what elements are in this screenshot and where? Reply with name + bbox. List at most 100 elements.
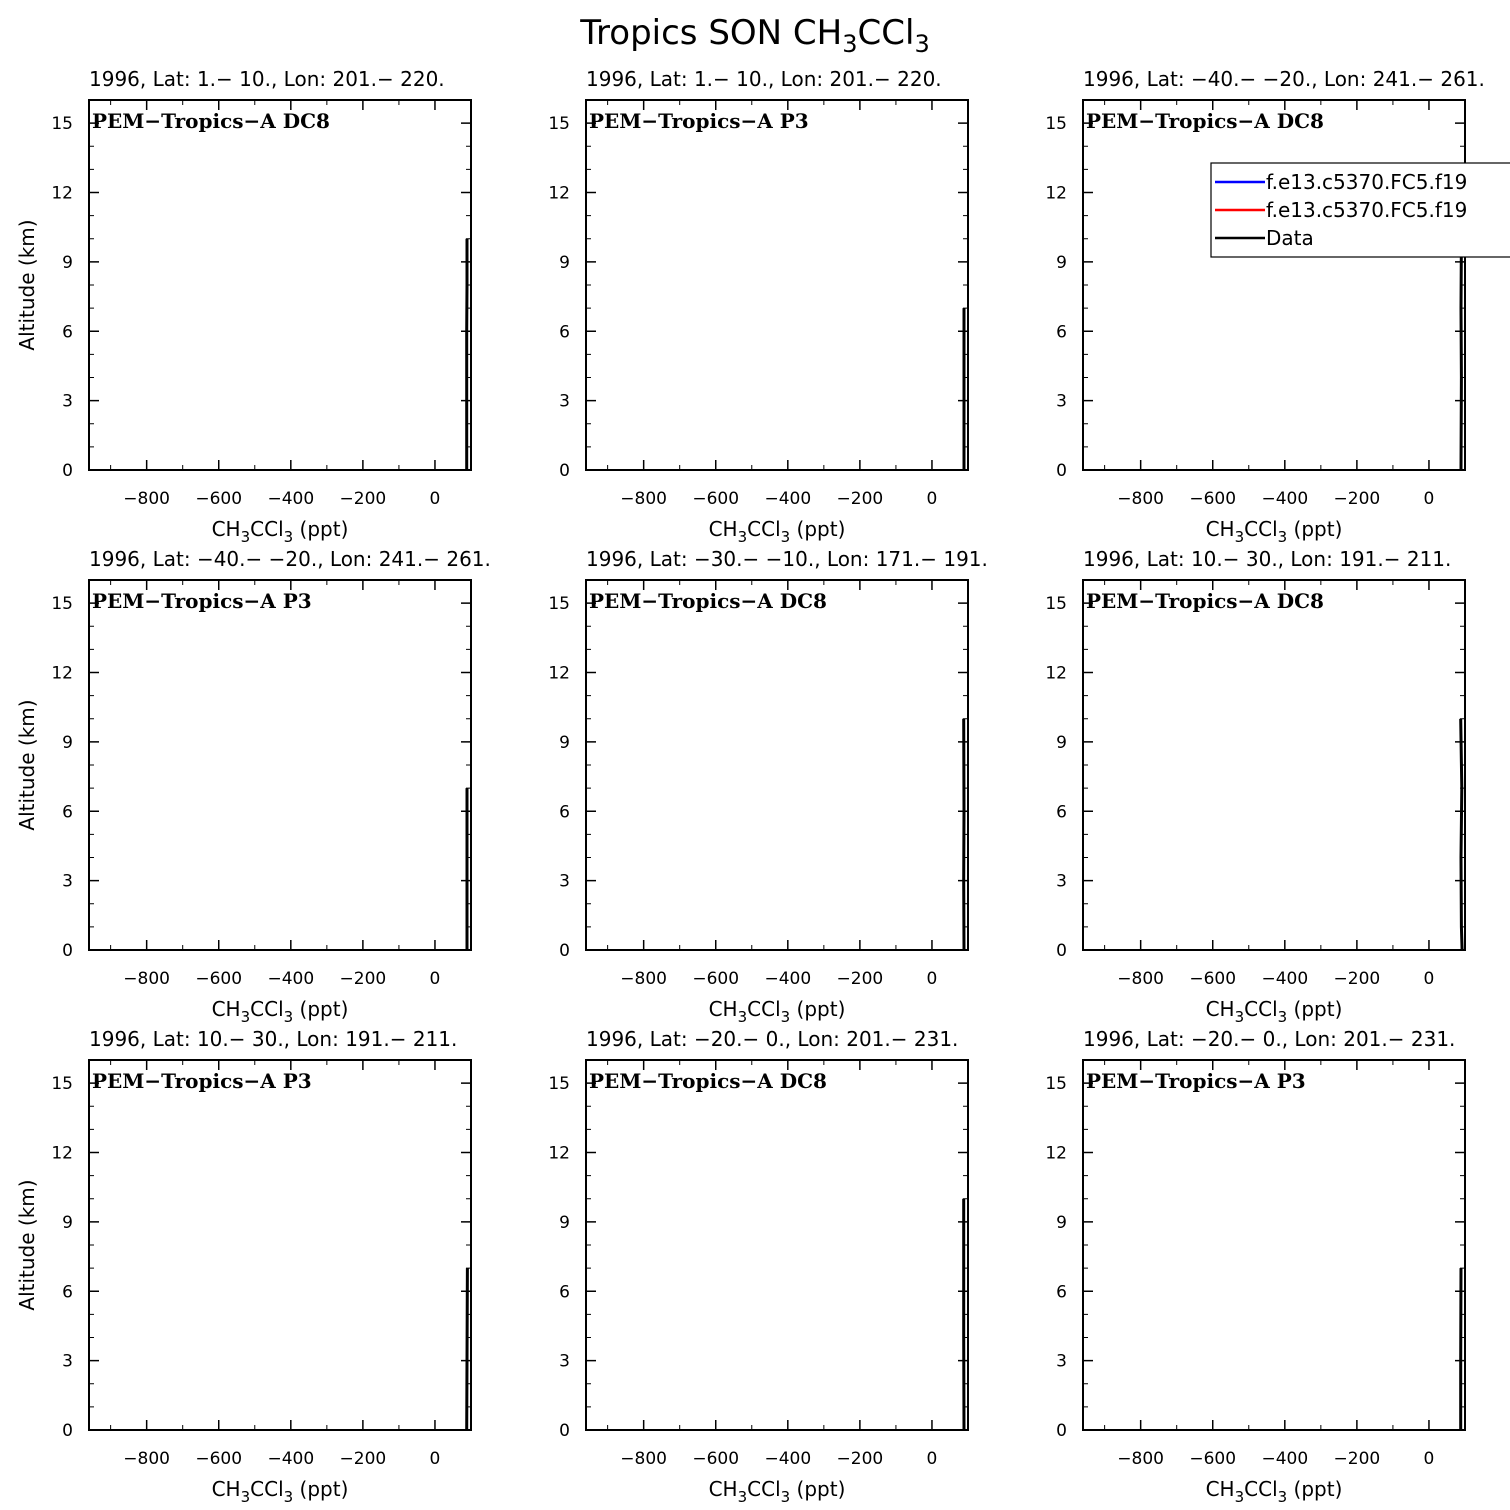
y-tick-label: 3 bbox=[1056, 872, 1067, 892]
x-tick-label: −200 bbox=[1334, 969, 1381, 989]
data-series-line bbox=[1459, 718, 1464, 951]
x-axis-label-subscript: 3 bbox=[241, 1488, 251, 1506]
x-axis-label-part: CH bbox=[212, 997, 241, 1021]
x-tick-label: 0 bbox=[927, 489, 938, 509]
y-tick-label: 12 bbox=[1045, 1144, 1067, 1164]
legend: f.e13.c5370.FC5.f19 f.e13.c5370.FC5.f19 Da… bbox=[1210, 162, 1510, 258]
x-tick-label: 0 bbox=[430, 969, 441, 989]
y-tick-label: 3 bbox=[1056, 392, 1067, 412]
x-axis-label-part: (ppt) bbox=[1287, 997, 1342, 1021]
y-tick-label: 12 bbox=[548, 664, 570, 684]
x-tick-label: 0 bbox=[1424, 1449, 1435, 1469]
x-axis-label-subscript: 3 bbox=[241, 528, 251, 546]
figure-title: Tropics SON CH3CCl3 bbox=[579, 13, 929, 58]
x-tick-label: −600 bbox=[1189, 969, 1236, 989]
x-tick-label: −400 bbox=[764, 489, 811, 509]
y-tick-label: 15 bbox=[548, 594, 570, 614]
y-tick-label: 6 bbox=[559, 322, 570, 342]
x-axis-label-subscript: 3 bbox=[284, 1008, 294, 1026]
x-axis-label: CH3CCl3 (ppt) bbox=[709, 997, 846, 1026]
x-tick-label: −400 bbox=[267, 489, 314, 509]
panel-title: 1996, Lat: 1.− 10., Lon: 201.− 220. bbox=[586, 67, 942, 91]
y-tick-label: 0 bbox=[62, 461, 73, 481]
x-axis-label-subscript: 3 bbox=[738, 1488, 748, 1506]
campaign-label: PEM−Tropics−A P3 bbox=[1086, 1069, 1306, 1093]
x-tick-label: −800 bbox=[620, 969, 667, 989]
x-axis-label-part: CH bbox=[1206, 517, 1235, 541]
panel-title: 1996, Lat: −40.− −20., Lon: 241.− 261. bbox=[89, 547, 491, 571]
x-axis-label-part: (ppt) bbox=[790, 517, 845, 541]
x-axis-label-subscript: 3 bbox=[284, 1488, 294, 1506]
plot-frame bbox=[1082, 1059, 1466, 1431]
x-tick-label: −200 bbox=[340, 969, 387, 989]
x-axis-label: CH3CCl3 (ppt) bbox=[709, 517, 846, 546]
x-axis-label: CH3CCl3 (ppt) bbox=[212, 517, 349, 546]
y-tick-label: 3 bbox=[559, 872, 570, 892]
x-axis-label-part: CH bbox=[709, 1477, 738, 1501]
y-tick-label: 3 bbox=[559, 1352, 570, 1372]
x-axis-label-subscript: 3 bbox=[738, 528, 748, 546]
y-tick-label: 0 bbox=[1056, 461, 1067, 481]
y-tick-label: 0 bbox=[62, 941, 73, 961]
chart-panel: 1996, Lat: 1.− 10., Lon: 201.− 220. −800 −… bbox=[15, 67, 472, 546]
x-tick-label: −200 bbox=[837, 969, 884, 989]
plot-frame bbox=[1082, 99, 1466, 471]
y-axis-label: Altitude (km) bbox=[15, 699, 39, 830]
campaign-label: PEM−Tropics−A P3 bbox=[92, 589, 312, 613]
y-tick-label: 9 bbox=[1056, 253, 1067, 273]
x-axis-label-subscript: 3 bbox=[781, 528, 791, 546]
plot-frame bbox=[585, 579, 969, 951]
y-tick-label: 9 bbox=[62, 253, 73, 273]
y-tick-label: 9 bbox=[559, 1213, 570, 1233]
data-series-line bbox=[465, 1268, 469, 1431]
x-axis-label-subscript: 3 bbox=[781, 1008, 791, 1026]
legend-label: f.e13.c5370.FC5.f19 bbox=[1266, 198, 1467, 222]
y-tick-label: 0 bbox=[62, 1421, 73, 1441]
x-tick-label: −200 bbox=[837, 489, 884, 509]
x-tick-label: −600 bbox=[195, 969, 242, 989]
y-tick-label: 9 bbox=[1056, 733, 1067, 753]
y-tick-label: 0 bbox=[559, 1421, 570, 1441]
campaign-label: PEM−Tropics−A DC8 bbox=[92, 109, 330, 133]
x-tick-label: 0 bbox=[1424, 969, 1435, 989]
x-tick-label: −600 bbox=[692, 969, 739, 989]
x-axis-label-subscript: 3 bbox=[1278, 528, 1288, 546]
x-tick-label: −200 bbox=[837, 1449, 884, 1469]
legend-label: Data bbox=[1266, 226, 1314, 250]
x-axis-label-part: CCl bbox=[1244, 517, 1278, 541]
x-tick-label: 0 bbox=[1424, 489, 1435, 509]
x-axis-label-part: CH bbox=[1206, 997, 1235, 1021]
x-axis-label: CH3CCl3 (ppt) bbox=[1206, 1477, 1343, 1506]
y-tick-label: 6 bbox=[1056, 1282, 1067, 1302]
plot-frame bbox=[585, 1059, 969, 1431]
x-tick-label: −800 bbox=[1117, 489, 1164, 509]
x-axis-label: CH3CCl3 (ppt) bbox=[709, 1477, 846, 1506]
x-axis-label: CH3CCl3 (ppt) bbox=[1206, 517, 1343, 546]
x-tick-label: −400 bbox=[1261, 1449, 1308, 1469]
y-tick-label: 3 bbox=[62, 872, 73, 892]
chart-panel: 1996, Lat: −40.− −20., Lon: 241.− 261. −8… bbox=[1045, 67, 1510, 546]
chart-panel: 1996, Lat: −40.− −20., Lon: 241.− 261. −8… bbox=[15, 547, 491, 1026]
figure-title-part: Tropics SON CH bbox=[579, 13, 842, 53]
x-axis-label-part: CCl bbox=[1244, 997, 1278, 1021]
x-tick-label: −400 bbox=[267, 969, 314, 989]
x-axis-label-part: CH bbox=[709, 517, 738, 541]
plot-frame bbox=[88, 1059, 472, 1431]
x-tick-label: −400 bbox=[1261, 489, 1308, 509]
campaign-label: PEM−Tropics−A P3 bbox=[92, 1069, 312, 1093]
x-axis-label-part: CCl bbox=[250, 997, 284, 1021]
plot-frame bbox=[88, 579, 472, 951]
x-axis-label: CH3CCl3 (ppt) bbox=[1206, 997, 1343, 1026]
y-tick-label: 12 bbox=[1045, 184, 1067, 204]
y-tick-label: 15 bbox=[548, 1074, 570, 1094]
x-axis-label-part: (ppt) bbox=[790, 997, 845, 1021]
figure-title-subscript: 3 bbox=[914, 30, 929, 58]
y-tick-label: 3 bbox=[1056, 1352, 1067, 1372]
y-tick-label: 15 bbox=[51, 1074, 73, 1094]
panel-title: 1996, Lat: 10.− 30., Lon: 191.− 211. bbox=[89, 1027, 457, 1051]
x-tick-label: −800 bbox=[123, 969, 170, 989]
x-tick-label: 0 bbox=[927, 969, 938, 989]
campaign-label: PEM−Tropics−A DC8 bbox=[1086, 589, 1324, 613]
chart-panel: 1996, Lat: 10.− 30., Lon: 191.− 211. −800… bbox=[1045, 547, 1466, 1026]
